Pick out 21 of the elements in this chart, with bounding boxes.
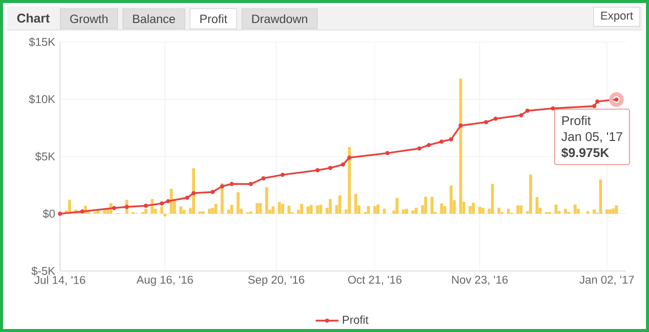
chart-title: Chart — [17, 13, 50, 23]
text: Export — [601, 12, 633, 22]
annotation: Jan 05, '17 — [561, 132, 622, 143]
legend-label: Profit — [342, 316, 368, 324]
annotation: $9.975K — [561, 148, 610, 158]
x-tick-label: Jan 02, '17 — [580, 276, 634, 286]
x-tick-label: Jul 14, '16 — [34, 276, 86, 286]
annotation: Profit — [562, 116, 591, 126]
text: Profit — [200, 14, 228, 24]
y-tick-label: $15K — [28, 37, 56, 47]
y-tick-label: $0 — [42, 209, 55, 218]
y-tick-label: $-5K — [31, 266, 56, 276]
text: Balance — [133, 14, 175, 24]
y-tick-label: $5K — [35, 152, 56, 162]
x-tick-label: Sep 20, '16 — [248, 276, 304, 286]
text: Drawdown — [252, 14, 308, 24]
x-tick-label: Aug 16, '16 — [136, 276, 193, 286]
x-tick-label: Oct 21, '16 — [348, 276, 402, 286]
text: Growth — [70, 14, 108, 24]
y-tick-label: $10K — [28, 94, 56, 104]
x-tick-label: Nov 23, '16 — [452, 276, 508, 286]
